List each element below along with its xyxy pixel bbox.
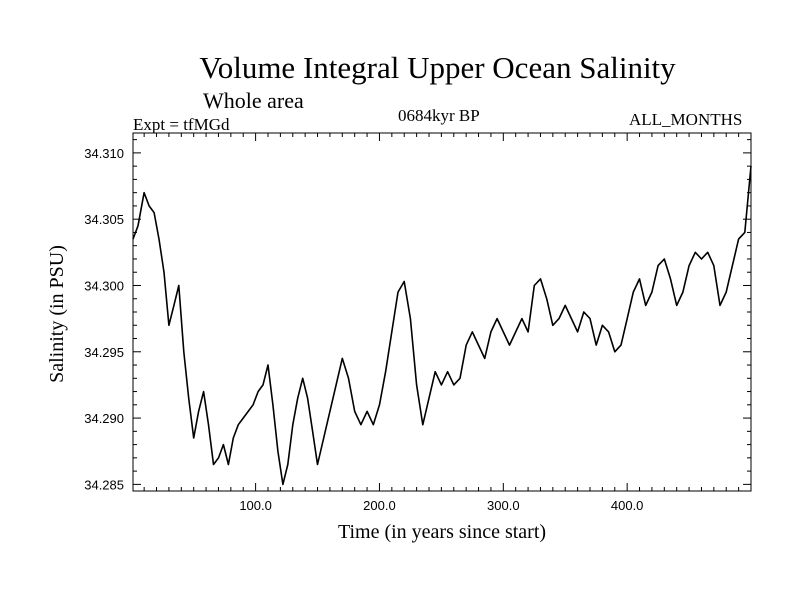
y-tick-label: 34.310 <box>84 146 124 161</box>
y-tick-label: 34.295 <box>84 345 124 360</box>
y-axis: 34.285 34.290 34.295 34.300 34.305 34.310 <box>84 139 751 492</box>
months-label: ALL_MONTHS <box>629 110 743 129</box>
x-tick-label: 300.0 <box>487 498 520 513</box>
y-tick-label: 34.290 <box>84 411 124 426</box>
experiment-label: Expt = tfMGd <box>133 115 230 134</box>
x-tick-label: 200.0 <box>363 498 396 513</box>
salinity-series-line <box>132 166 752 486</box>
chart-subtitle: Whole area <box>203 88 304 113</box>
x-tick-label: 400.0 <box>611 498 644 513</box>
x-axis: 100.0 200.0 300.0 400.0 <box>143 133 740 513</box>
y-axis-title: Salinity (in PSU) <box>46 245 68 383</box>
period-label: 0684kyr BP <box>398 106 480 125</box>
plot-frame <box>132 132 752 492</box>
y-tick-label: 34.305 <box>84 212 124 227</box>
x-axis-title: Time (in years since start) <box>338 521 546 543</box>
y-tick-label: 34.300 <box>84 278 124 293</box>
x-tick-label: 100.0 <box>239 498 272 513</box>
y-tick-label: 34.285 <box>84 477 124 492</box>
chart-title: Volume Integral Upper Ocean Salinity <box>199 50 676 85</box>
